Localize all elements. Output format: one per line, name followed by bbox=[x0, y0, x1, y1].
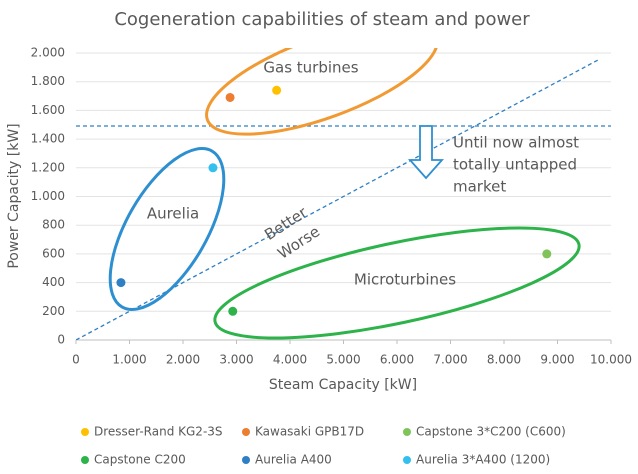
legend-label: Capstone C200 bbox=[94, 453, 186, 467]
y-tick-label: 1.600 bbox=[31, 103, 65, 117]
legend-marker bbox=[403, 456, 411, 464]
microturbines-ellipse bbox=[213, 226, 581, 340]
down-arrow bbox=[407, 125, 445, 180]
legend-marker bbox=[403, 428, 411, 436]
y-tick-label: 0 bbox=[57, 333, 65, 347]
x-tick-label: 3.000 bbox=[219, 353, 253, 367]
annotation: Microturbines bbox=[354, 271, 456, 289]
x-tick-label: 10.000 bbox=[590, 353, 632, 367]
y-tick-label: 1.000 bbox=[31, 189, 65, 203]
y-tick-label: 400 bbox=[42, 275, 65, 289]
x-tick-label: 8.000 bbox=[487, 353, 521, 367]
annotation: Gas turbines bbox=[263, 59, 358, 77]
y-tick-label: 2.000 bbox=[31, 46, 65, 60]
x-tick-label: 7.000 bbox=[433, 353, 467, 367]
y-tick-label: 1.400 bbox=[31, 132, 65, 146]
y-tick-label: 1.800 bbox=[31, 74, 65, 88]
y-axis-title: Power Capacity [kW] bbox=[6, 123, 22, 268]
x-tick-label: 2.000 bbox=[166, 353, 200, 367]
y-tick-label: 1.200 bbox=[31, 160, 65, 174]
point bbox=[542, 249, 552, 259]
legend-marker bbox=[81, 428, 89, 436]
point bbox=[228, 306, 238, 316]
x-tick-label: 6.000 bbox=[380, 353, 414, 367]
y-tick-label: 200 bbox=[42, 304, 65, 318]
y-tick-label: 800 bbox=[42, 218, 65, 232]
point bbox=[208, 163, 218, 173]
legend-label: Dresser-Rand KG2-3S bbox=[94, 425, 223, 439]
chart-title: Cogeneration capabilities of steam and p… bbox=[114, 9, 530, 30]
legend-label: Aurelia A400 bbox=[255, 453, 332, 467]
annotation: totally untapped bbox=[453, 156, 577, 174]
annotation: Aurelia bbox=[147, 205, 199, 223]
diagonal-line bbox=[76, 59, 599, 340]
legend-marker bbox=[242, 456, 250, 464]
point bbox=[116, 278, 126, 288]
x-tick-label: 0 bbox=[72, 353, 80, 367]
legend-label: Capstone 3*C200 (C600) bbox=[416, 425, 566, 439]
gas-turbines-ellipse bbox=[205, 48, 439, 136]
x-tick-label: 1.000 bbox=[112, 353, 146, 367]
y-tick-label: 600 bbox=[42, 246, 65, 260]
point bbox=[272, 85, 282, 95]
annotation: Until now almost bbox=[453, 134, 579, 152]
legend-label: Kawasaki GPB17D bbox=[255, 425, 364, 439]
point bbox=[225, 92, 235, 102]
overlays bbox=[76, 48, 611, 340]
legend-label: Aurelia 3*A400 (1200) bbox=[416, 453, 550, 467]
annotation: market bbox=[453, 178, 506, 196]
x-tick-label: 9.000 bbox=[540, 353, 574, 367]
legend-marker bbox=[81, 456, 89, 464]
aurelia-ellipse bbox=[108, 147, 226, 311]
legend-marker bbox=[242, 428, 250, 436]
x-tick-label: 4.000 bbox=[273, 353, 307, 367]
x-tick-label: 5.000 bbox=[326, 353, 360, 367]
x-axis-title: Steam Capacity [kW] bbox=[269, 377, 417, 393]
